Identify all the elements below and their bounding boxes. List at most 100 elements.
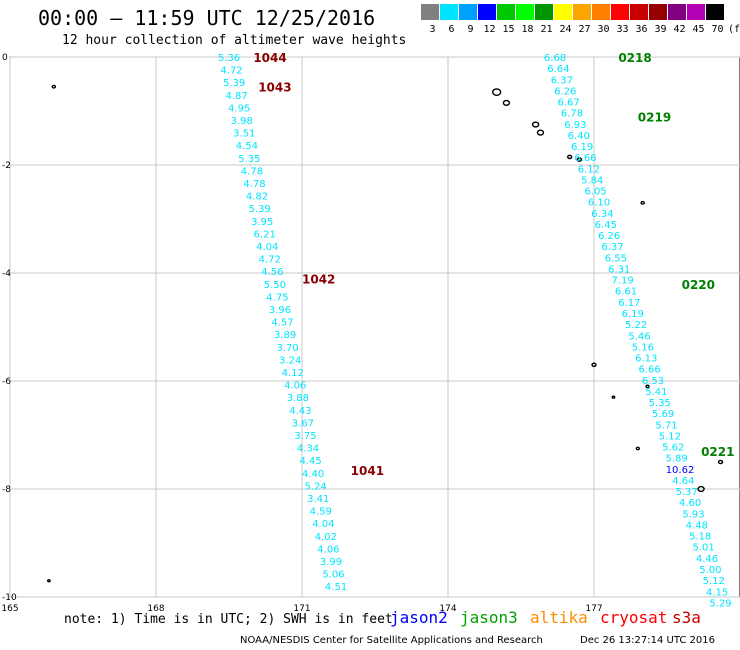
- wave-height-value: 6.37: [551, 75, 573, 86]
- island: [591, 362, 597, 368]
- wave-height-value: 4.06: [317, 544, 339, 555]
- wave-height-value: 3.67: [292, 418, 314, 429]
- mission-label: s3a: [672, 608, 701, 627]
- wave-height-value: 5.37: [676, 487, 698, 498]
- legend-level: 12: [483, 24, 496, 35]
- wave-height-value: 3.75: [294, 431, 316, 442]
- wave-height-value: 6.31: [608, 264, 630, 275]
- island: [531, 121, 540, 128]
- wave-height-value: 3.98: [231, 116, 253, 127]
- island: [645, 384, 650, 389]
- wave-height-value: 4.46: [696, 554, 718, 565]
- legend-level: 15: [502, 24, 515, 35]
- wave-height-value: 5.89: [666, 454, 688, 465]
- legend-swatch: [535, 4, 554, 20]
- legend-swatch: [668, 4, 687, 20]
- lat-tick-label: 0: [2, 53, 8, 63]
- island: [536, 129, 545, 136]
- wave-height-value: 4.51: [325, 582, 347, 593]
- wave-height-value: 6.19: [571, 142, 593, 153]
- legend-level: 30: [597, 24, 610, 35]
- legend-swatch: [440, 4, 459, 20]
- wave-height-value: 4.43: [289, 406, 311, 417]
- wave-height-value: 4.82: [246, 192, 268, 203]
- island: [491, 88, 502, 97]
- lon-tick-label: 177: [585, 604, 602, 614]
- pass-time-label: 0218: [618, 51, 651, 65]
- mission-label: cryosat: [600, 608, 668, 627]
- legend-swatch: [592, 4, 611, 20]
- wave-height-value: 6.68: [544, 53, 566, 64]
- mission-label: altika: [530, 608, 588, 627]
- wave-height-value: 6.19: [622, 309, 644, 320]
- wave-height-value: 5.41: [645, 387, 667, 398]
- wave-height-value: 6.64: [547, 64, 569, 75]
- pass-time-label: 0219: [638, 110, 671, 124]
- wave-height-value: 5.39: [223, 78, 245, 89]
- wave-height-value: 3.99: [320, 557, 342, 568]
- wave-height-value: 6.67: [557, 98, 579, 109]
- wave-height-value: 6.53: [642, 376, 664, 387]
- footer-credit: NOAA/NESDIS Center for Satellite Applica…: [240, 635, 543, 646]
- mission-label: jason2: [390, 608, 448, 627]
- wave-height-value: 4.34: [297, 444, 319, 455]
- wave-height-value: 4.60: [679, 498, 701, 509]
- legend-level: 9: [467, 24, 474, 35]
- legend-level: 42: [673, 24, 686, 35]
- legend-level: 21: [540, 24, 553, 35]
- wave-height-value: 6.78: [561, 109, 583, 120]
- island: [566, 154, 573, 160]
- island: [502, 99, 511, 107]
- island: [611, 395, 616, 399]
- mission-label: jason3: [460, 608, 518, 627]
- wave-height-value: 4.56: [261, 267, 283, 278]
- legend-swatch: [421, 4, 440, 20]
- legend-level: 33: [616, 24, 629, 35]
- legend-swatch: [459, 4, 478, 20]
- wave-height-value: 7.19: [611, 276, 633, 287]
- pass-time-label: 1042: [302, 272, 335, 286]
- wave-height-value: 5.35: [238, 154, 260, 165]
- wave-height-value: 5.39: [248, 204, 270, 215]
- legend-swatch: [706, 4, 725, 20]
- wave-height-value: 5.06: [322, 570, 344, 581]
- wave-height-value: 5.12: [703, 576, 725, 587]
- wave-height-value: 4.72: [259, 255, 281, 266]
- legend-level: 3: [429, 24, 436, 35]
- wave-height-value: 5.93: [682, 509, 704, 520]
- legend-swatch: [687, 4, 706, 20]
- wave-height-value: 6.34: [591, 209, 613, 220]
- wave-height-value: 3.51: [233, 129, 255, 140]
- wave-height-value: 4.54: [236, 141, 258, 152]
- legend-swatch: [554, 4, 573, 20]
- wave-height-value: 6.21: [254, 229, 276, 240]
- lon-tick-label: 168: [147, 604, 164, 614]
- wave-height-value: 10.62: [666, 465, 695, 476]
- legend-level: 18: [521, 24, 534, 35]
- island: [51, 84, 57, 89]
- lat-tick-label: -6: [2, 377, 11, 387]
- wave-height-value: 4.87: [226, 91, 248, 102]
- legend-level: 45: [692, 24, 705, 35]
- wave-height-value: 6.10: [588, 198, 610, 209]
- lat-tick-label: -8: [2, 485, 11, 495]
- lon-tick-label: 165: [1, 604, 18, 614]
- wave-height-value: 6.55: [605, 253, 627, 264]
- wave-height-value: 5.50: [264, 280, 286, 291]
- wave-height-value: 4.48: [686, 520, 708, 531]
- wave-height-value: 3.41: [307, 494, 329, 505]
- wave-height-value: 4.15: [706, 587, 728, 598]
- wave-height-value: 6.61: [615, 287, 637, 298]
- legend-level: 24: [559, 24, 572, 35]
- wave-height-value: 5.00: [699, 565, 721, 576]
- wave-height-value: 4.06: [284, 381, 306, 392]
- wave-height-value: 6.05: [584, 187, 606, 198]
- island: [717, 459, 724, 465]
- island: [576, 157, 583, 162]
- wave-height-value: 4.78: [241, 166, 263, 177]
- wave-height-value: 4.12: [282, 368, 304, 379]
- lat-tick-label: -10: [2, 593, 17, 603]
- wave-height-value: 4.59: [310, 507, 332, 518]
- wave-height-value: 6.13: [635, 354, 657, 365]
- wave-height-value: 4.45: [299, 456, 321, 467]
